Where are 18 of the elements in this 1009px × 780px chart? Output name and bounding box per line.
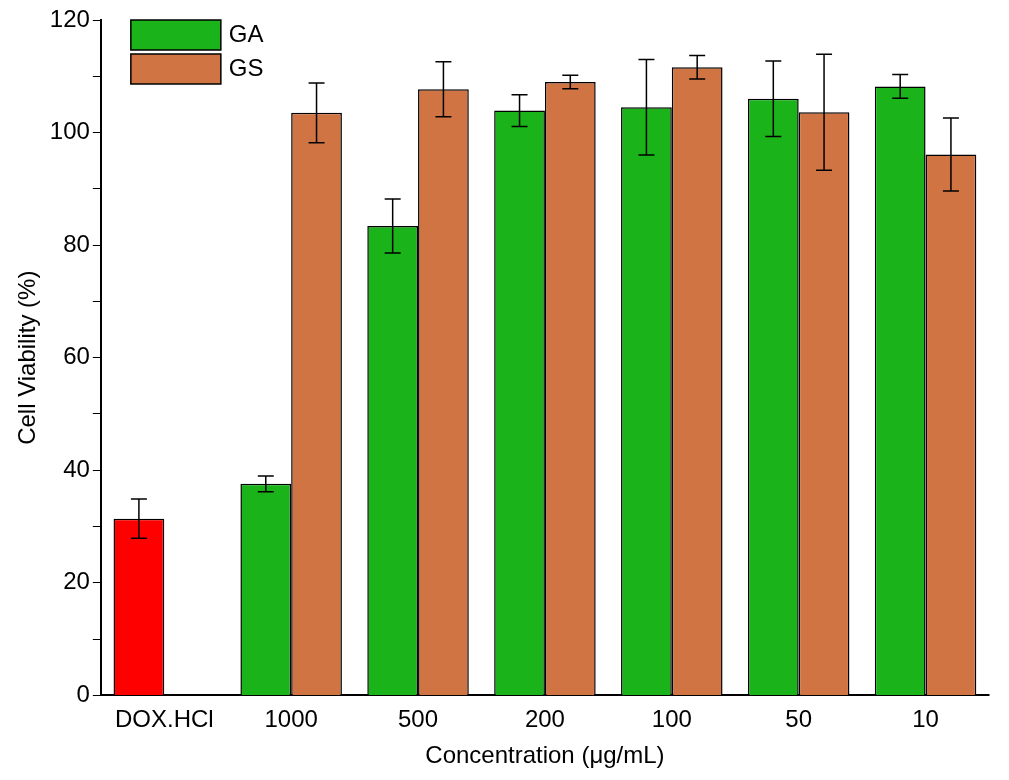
y-tick-label: 100 <box>49 117 90 145</box>
y-tick-label: 40 <box>63 454 90 482</box>
x-tick-label: 1000 <box>264 705 318 733</box>
y-axis-title: Cell Viability (%) <box>13 270 41 445</box>
y-tick-label: 120 <box>49 4 90 32</box>
legend-label: GS <box>228 53 264 81</box>
x-tick-label: 50 <box>785 705 813 733</box>
x-tick-label: 100 <box>651 705 692 733</box>
x-tick-label: 10 <box>912 705 939 733</box>
x-axis-title: Concentration (μg/mL) <box>425 741 665 769</box>
y-tick-label: 80 <box>63 229 90 257</box>
x-tick-label: 200 <box>524 705 565 733</box>
x-tick-label: 500 <box>398 705 439 733</box>
y-tick-label: 20 <box>63 567 90 595</box>
y-tick-label: 60 <box>63 342 90 370</box>
x-tick-label: DOX.HCl <box>114 705 214 733</box>
legend-label: GA <box>228 19 264 47</box>
y-tick-label: 0 <box>76 680 90 708</box>
